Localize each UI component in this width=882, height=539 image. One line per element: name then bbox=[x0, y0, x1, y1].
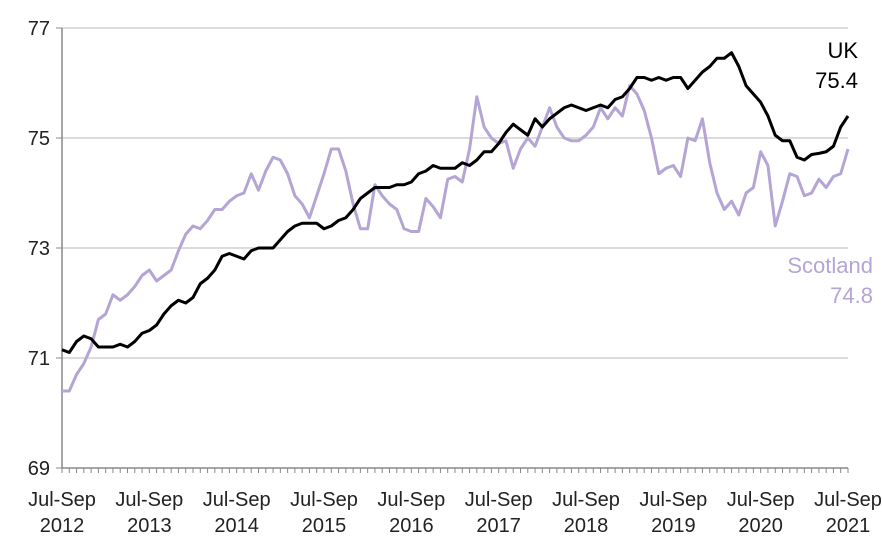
x-tick-label: Jul-Sep 2016 bbox=[377, 489, 445, 537]
y-tick-label: 75 bbox=[28, 128, 50, 150]
x-tick-label: Jul-Sep 2013 bbox=[115, 489, 183, 537]
series-line bbox=[61, 51, 850, 354]
series-line bbox=[62, 84, 850, 393]
series-label: UK bbox=[827, 38, 858, 63]
x-tick-label: Jul-Sep 2020 bbox=[727, 489, 795, 537]
y-tick-label: 77 bbox=[28, 18, 50, 40]
x-tick-label: Jul-Sep 2017 bbox=[465, 489, 533, 537]
x-tick-label: Jul-Sep 2012 bbox=[28, 489, 96, 537]
y-tick-label: 73 bbox=[28, 238, 50, 260]
x-tick-label: Jul-Sep 2018 bbox=[552, 489, 620, 537]
series-label: Scotland bbox=[787, 253, 873, 278]
y-tick-label: 69 bbox=[28, 458, 50, 480]
series-end-value: 74.8 bbox=[830, 283, 873, 308]
x-tick-label: Jul-Sep 2019 bbox=[639, 489, 707, 537]
x-tick-label: Jul-Sep 2021 bbox=[814, 489, 882, 537]
x-tick-label: Jul-Sep 2014 bbox=[203, 489, 271, 537]
x-tick-label: Jul-Sep 2015 bbox=[290, 489, 358, 537]
series-end-value: 75.4 bbox=[815, 68, 858, 93]
y-tick-label: 71 bbox=[28, 348, 50, 370]
